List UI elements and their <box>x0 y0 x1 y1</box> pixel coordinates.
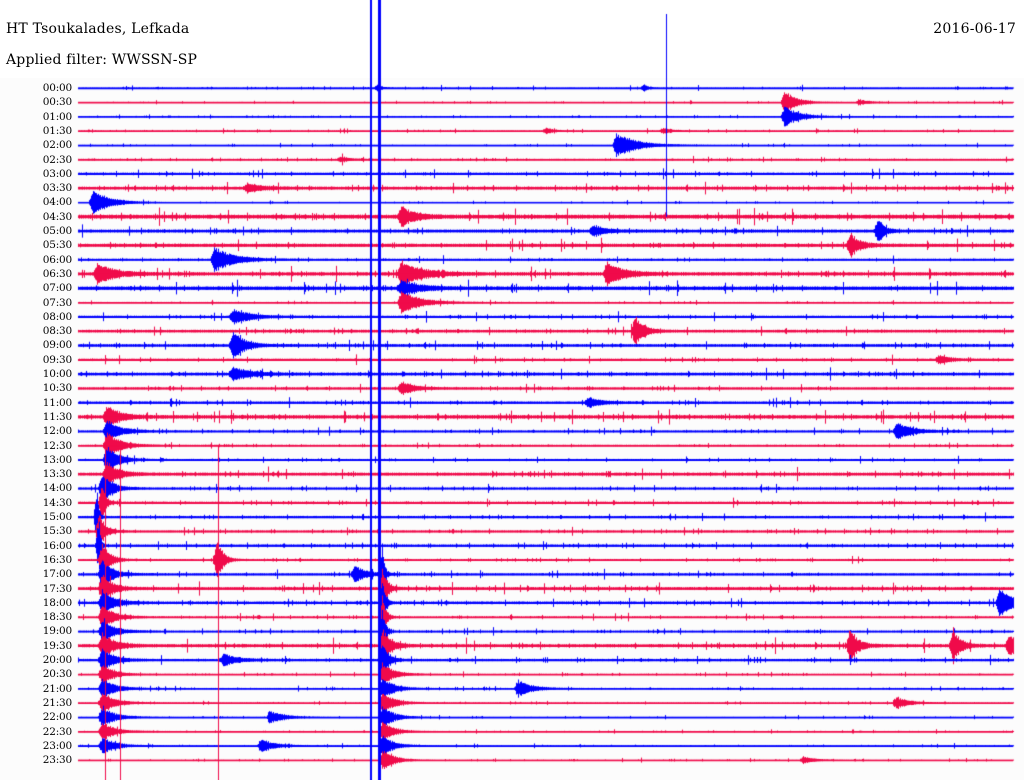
time-tick-label: 03:30 <box>42 182 72 195</box>
time-tick-label: 17:00 <box>42 568 72 581</box>
time-tick-label: 14:00 <box>42 482 72 495</box>
time-tick-label: 20:00 <box>42 654 72 666</box>
time-tick-label: 19:30 <box>42 639 72 652</box>
time-tick-label: 01:00 <box>42 110 72 123</box>
time-tick-label: 08:30 <box>42 325 72 338</box>
time-tick-label: 20:30 <box>42 668 72 681</box>
time-tick-label: 02:30 <box>42 153 72 166</box>
time-tick-label: 02:00 <box>42 139 72 152</box>
time-tick-label: 21:00 <box>42 682 72 695</box>
time-tick-label: 10:00 <box>42 368 72 380</box>
header-spike-overlay <box>0 0 1024 78</box>
helicorder-plot: 00:00 00:30 01:00 01:30 02:00 02:30 03:00 03:30… <box>0 78 1024 780</box>
time-tick-label: 13:00 <box>42 453 72 466</box>
time-tick-label: 22:00 <box>42 711 72 724</box>
time-tick-label: 14:30 <box>42 496 72 509</box>
time-tick-label: 08:00 <box>42 310 72 323</box>
time-tick-label: 12:30 <box>42 439 72 452</box>
time-tick-label: 18:00 <box>42 596 72 609</box>
time-tick-label: 10:30 <box>42 382 72 395</box>
time-tick-label: 11:00 <box>42 396 72 409</box>
time-tick-label: 21:30 <box>42 696 72 709</box>
time-tick-label: 00:30 <box>42 96 72 109</box>
time-tick-label: 07:30 <box>42 296 72 309</box>
seismogram-traces <box>0 78 1024 780</box>
time-tick-label: 06:30 <box>42 267 72 280</box>
time-tick-label: 19:00 <box>42 625 72 638</box>
time-tick-label: 09:00 <box>42 339 72 352</box>
time-tick-label: 15:30 <box>42 525 72 538</box>
time-tick-label: 18:30 <box>42 611 72 624</box>
time-tick-label: 23:30 <box>42 754 72 767</box>
time-tick-label: 16:00 <box>42 539 72 552</box>
time-tick-label: 05:30 <box>42 239 72 252</box>
time-tick-label: 23:00 <box>42 739 72 752</box>
time-tick-label: 04:30 <box>42 210 72 223</box>
time-tick-label: 17:30 <box>42 582 72 595</box>
time-tick-label: 22:30 <box>42 725 72 738</box>
time-axis: 00:00 00:30 01:00 01:30 02:00 02:30 03:00 03:30… <box>0 78 76 780</box>
time-tick-label: 06:00 <box>42 253 72 266</box>
time-tick-label: 00:00 <box>42 82 72 94</box>
time-tick-label: 07:00 <box>42 282 72 295</box>
time-tick-label: 13:30 <box>42 468 72 481</box>
time-tick-label: 04:00 <box>42 196 72 209</box>
time-tick-label: 03:00 <box>42 167 72 180</box>
time-tick-label: 15:00 <box>42 511 72 523</box>
time-tick-label: 05:00 <box>42 225 72 237</box>
time-tick-label: 12:00 <box>42 425 72 438</box>
time-tick-label: 01:30 <box>42 124 72 137</box>
time-tick-label: 11:30 <box>42 410 72 423</box>
time-tick-label: 16:30 <box>42 553 72 566</box>
time-tick-label: 09:30 <box>42 353 72 366</box>
